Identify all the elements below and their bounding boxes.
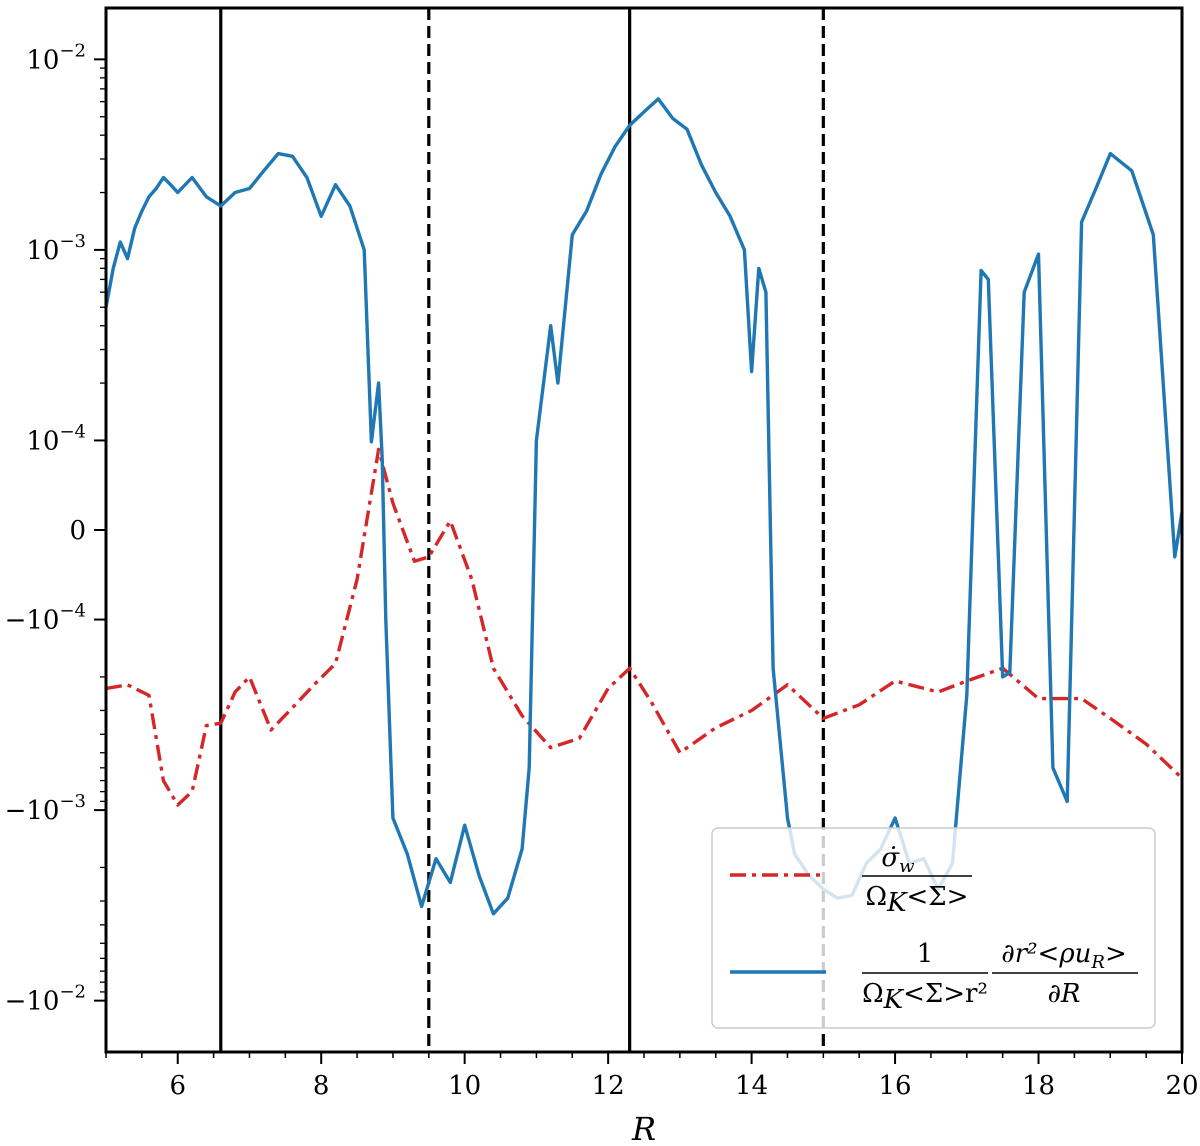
series-lines <box>106 97 1182 916</box>
svg-text:ΩK<Σ>r²: ΩK<Σ>r² <box>862 979 988 1015</box>
x-tick-label-2: 10 <box>448 1071 481 1101</box>
x-tick-label-0: 6 <box>169 1071 186 1101</box>
y-tick-label-1: 10−3 <box>26 231 86 266</box>
plot-frame <box>104 6 1184 1054</box>
x-axis-label: R <box>631 1110 656 1146</box>
svg-text:ΩK<Σ>: ΩK<Σ> <box>866 882 969 918</box>
legend-1-num2: ∂r²<ρu <box>1001 939 1091 969</box>
legend-1-num: 1 <box>917 939 934 969</box>
y-tick-label-3: 0 <box>69 516 86 546</box>
y-tick-label-4: −10−4 <box>5 601 86 636</box>
legend-0-den-sub: K <box>886 888 908 918</box>
y-tick-label-0: 10−2 <box>26 40 86 75</box>
y-tick-label-5: −10−3 <box>5 791 86 826</box>
y-tick-label-2: 10−4 <box>26 421 86 456</box>
legend-0-num: σ̇ <box>881 843 900 873</box>
x-tick-label-5: 16 <box>879 1071 912 1101</box>
legend-label-sigma-dot: σ̇w ΩK<Σ> <box>862 843 972 918</box>
legend-1-den-sub: K <box>883 985 905 1015</box>
legend-box <box>711 827 1156 1029</box>
x-tick-label-7: 20 <box>1165 1071 1198 1101</box>
legend-1-num2-end: > <box>1105 939 1127 969</box>
x-tick-label-6: 18 <box>1022 1071 1055 1101</box>
legend-0-den: Ω <box>866 882 888 912</box>
legend-0-den-rest: <Σ> <box>907 882 969 912</box>
legend-label-flux-divergence: 1 ΩK<Σ>r² ∂r²<ρuR> ∂R <box>862 939 1138 1015</box>
svg-text:σ̇w: σ̇w <box>881 843 915 877</box>
y-tick-label-6: −10−2 <box>5 982 86 1017</box>
legend-1-den: Ω <box>862 979 884 1009</box>
legend-1-den2: ∂R <box>1047 979 1080 1009</box>
x-tick-label-3: 12 <box>592 1071 625 1101</box>
legend: σ̇w ΩK<Σ> 1 ΩK<Σ>r² ∂r²<ρuR> ∂R <box>711 827 1156 1029</box>
x-tick-label-1: 8 <box>313 1071 330 1101</box>
legend-1-num2-sub: R <box>1090 952 1105 973</box>
svg-text:∂r²<ρuR>: ∂r²<ρuR> <box>1001 939 1126 973</box>
legend-0-num-sub: w <box>899 856 915 877</box>
x-tick-label-4: 14 <box>735 1071 768 1101</box>
series-line-0 <box>106 447 1182 807</box>
legend-1-den-rest: <Σ>r² <box>903 979 988 1009</box>
series-line-1 <box>106 97 1182 916</box>
